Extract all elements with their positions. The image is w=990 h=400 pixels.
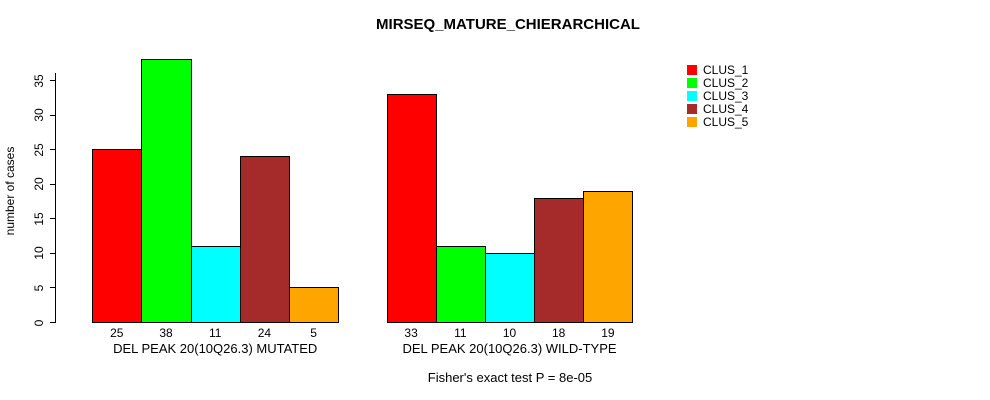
y-tick-label: 5: [32, 284, 46, 292]
bar-value-label: 24: [257, 326, 272, 340]
bar-value-label: 25: [110, 326, 124, 340]
y-tick-label: 0: [32, 319, 46, 326]
y-tick-mark: [50, 322, 55, 323]
bar-value-label: 38: [159, 326, 173, 340]
y-axis-label: number of cases: [3, 146, 17, 236]
bar-clus_2: [435, 245, 486, 323]
statistics-caption: Fisher's exact test P = 8e-05: [427, 370, 593, 385]
legend-swatch-icon: [687, 116, 697, 127]
legend-row: CLUS_4: [687, 101, 749, 116]
legend-swatch-icon: [687, 90, 697, 101]
legend-label: CLUS_1: [703, 62, 749, 77]
y-tick-mark: [50, 287, 55, 289]
y-tick-mark: [50, 252, 55, 254]
bar-clus_3: [190, 245, 241, 323]
group-axis-label: DEL PEAK 20(10Q26.3) WILD-TYPE: [402, 341, 617, 356]
bar-value-label: 18: [552, 326, 566, 340]
bar-value-label: 5: [310, 326, 317, 340]
bar-clus_1: [92, 149, 143, 323]
chart-title: MIRSEQ_MATURE_CHIERARCHICAL: [376, 16, 640, 33]
y-tick-mark: [50, 114, 55, 116]
legend-swatch-icon: [687, 77, 697, 88]
y-tick-mark: [50, 80, 55, 81]
legend: CLUS_1 CLUS_2 CLUS_3 CLUS_4 CLUS_5: [687, 62, 749, 129]
y-axis-line: [55, 73, 56, 323]
bar-value-label: 11: [454, 326, 467, 340]
bar-clus_4: [239, 156, 290, 323]
bar-value-label: 33: [404, 326, 418, 340]
legend-row: CLUS_3: [687, 88, 749, 103]
bar-value-label: 11: [208, 326, 222, 340]
legend-label: CLUS_3: [703, 88, 749, 103]
legend-row: CLUS_1: [687, 62, 749, 77]
bar-clus_4: [534, 197, 585, 323]
legend-label: CLUS_2: [703, 75, 749, 90]
y-tick-label: 10: [32, 246, 46, 261]
bar-clus_3: [484, 252, 536, 323]
legend-row: CLUS_5: [687, 114, 749, 129]
y-tick-mark: [50, 149, 55, 151]
y-tick-label: 20: [32, 177, 46, 191]
legend-label: CLUS_4: [703, 101, 749, 116]
y-tick-label: 35: [32, 73, 46, 88]
y-tick-mark: [50, 183, 55, 185]
bar-clus_2: [141, 59, 192, 323]
legend-swatch-icon: [687, 64, 697, 75]
y-tick-label: 25: [32, 142, 46, 157]
bar-value-label: 19: [601, 326, 615, 340]
y-tick-label: 30: [32, 108, 46, 122]
legend-row: CLUS_2: [687, 75, 749, 90]
bar-clus_5: [583, 190, 634, 323]
group-axis-label: DEL PEAK 20(10Q26.3) MUTATED: [113, 341, 318, 356]
legend-swatch-icon: [687, 103, 697, 114]
y-tick-mark: [50, 218, 55, 220]
y-tick-label: 15: [32, 212, 46, 226]
bar-clus_1: [386, 93, 437, 323]
bar-clus_5: [289, 287, 340, 323]
legend-label: CLUS_5: [703, 114, 749, 129]
bar-value-label: 10: [502, 326, 517, 340]
